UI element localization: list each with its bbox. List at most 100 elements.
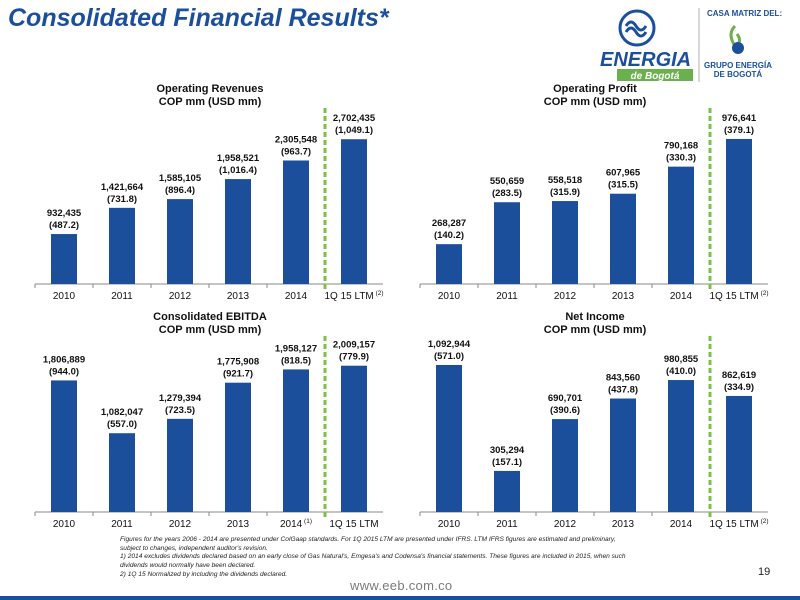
bar-value-label: 1,775,908 <box>217 357 259 368</box>
x-tick-label: 2010 <box>53 519 76 530</box>
footnote-line: subject to changes, independent auditor'… <box>120 544 268 552</box>
x-tick-label: 1Q 15 LTM <box>329 519 378 530</box>
x-tick-label: 2014 (1) <box>280 518 312 530</box>
bar-usd-label: (557.0) <box>107 419 137 430</box>
x-tick-label: 2014 <box>670 519 693 530</box>
x-tick-superscript: (2) <box>374 290 384 297</box>
x-tick-label: 1Q 15 LTM (2) <box>324 290 383 302</box>
page-title: Consolidated Financial Results* <box>8 4 389 32</box>
emblem-ring-icon <box>618 9 656 47</box>
bar-usd-label: (1,049.1) <box>335 125 373 136</box>
bar-usd-label: (487.2) <box>49 220 79 231</box>
bar <box>552 201 578 284</box>
bar-usd-label: (571.0) <box>434 351 464 362</box>
bar-value-label: 932,435 <box>47 208 82 219</box>
bar-usd-label: (379.1) <box>724 125 754 136</box>
footnote-line: 1) 2014 excludes dividends declared base… <box>120 553 626 561</box>
bar-value-label: 1,958,521 <box>217 153 260 164</box>
emblem-wave-icon <box>624 20 648 32</box>
bar <box>494 202 520 284</box>
x-tick-label: 1Q 15 LTM (2) <box>709 518 768 530</box>
bar-value-label: 607,965 <box>606 168 641 179</box>
chart-title: Operating Revenues <box>157 83 264 95</box>
parent-name-line1: GRUPO ENERGÍA <box>704 61 772 70</box>
x-tick-label: 2010 <box>438 519 461 530</box>
bar-usd-label: (731.8) <box>107 194 137 205</box>
x-tick-superscript: (2) <box>759 518 769 525</box>
bar-value-label: 2,009,157 <box>333 340 375 351</box>
bar-usd-label: (157.1) <box>492 457 522 468</box>
bar-usd-label: (921.7) <box>223 369 253 380</box>
bar <box>494 470 520 512</box>
bar-value-label: 980,855 <box>664 354 699 365</box>
bar <box>109 207 135 284</box>
bar <box>610 398 636 512</box>
bar <box>167 199 193 284</box>
parent-name-line2: DE BOGOTÁ <box>714 70 763 79</box>
x-tick-superscript: (1) <box>302 518 312 525</box>
bar-usd-label: (315.5) <box>608 180 638 191</box>
bottom-rule <box>0 596 800 600</box>
bar-value-label: 550,659 <box>490 176 524 187</box>
bar-value-label: 558,518 <box>548 175 582 186</box>
bar-value-label: 862,619 <box>722 370 756 381</box>
chart-subtitle: COP mm (USD mm) <box>544 324 647 336</box>
footnotes: Figures for the years 2006 - 2014 are pr… <box>120 536 730 580</box>
x-tick-superscript: (2) <box>759 290 769 297</box>
bar-usd-label: (1,016.4) <box>219 165 257 176</box>
parent-label-text: CASA MATRIZ DEL: <box>707 9 782 18</box>
bar-usd-label: (896.4) <box>165 185 195 196</box>
x-tick-label: 2011 <box>496 291 518 302</box>
bar <box>726 138 752 284</box>
bar-value-label: 1,585,105 <box>159 173 202 184</box>
bar <box>668 380 694 512</box>
parent-dot-icon <box>732 42 744 54</box>
chart-consolidated-ebitda: Consolidated EBITDA COP mm (USD mm) 1,806,… <box>30 308 410 536</box>
bar-value-label: 1,421,664 <box>101 182 144 193</box>
x-tick-label: 2012 <box>554 291 577 302</box>
footnote-line: Figures for the years 2006 - 2014 are pr… <box>120 536 616 543</box>
bar-usd-label: (723.5) <box>165 405 195 416</box>
chart-title: Operating Profit <box>553 83 637 95</box>
bar-usd-label: (330.3) <box>666 153 696 164</box>
bar <box>436 364 462 512</box>
bar <box>436 244 462 284</box>
bar-usd-label: (283.5) <box>492 188 522 199</box>
bar-usd-label: (315.9) <box>550 187 580 198</box>
bar <box>167 418 193 512</box>
footnote-line: dividends would normally have been decla… <box>120 562 256 570</box>
x-tick-label: 2013 <box>227 519 250 530</box>
bar-value-label: 305,294 <box>490 445 525 456</box>
bar <box>552 419 578 512</box>
chart-subtitle: COP mm (USD mm) <box>159 324 262 336</box>
website-text: www.eeb.com.co <box>350 578 453 593</box>
bar-value-label: 268,287 <box>432 218 466 229</box>
bar <box>341 139 367 284</box>
bar <box>726 395 752 512</box>
brand-sub-band <box>617 69 693 81</box>
page-number: 19 <box>758 566 771 578</box>
bar-value-label: 2,702,435 <box>333 113 376 124</box>
x-tick-label: 2011 <box>111 519 133 530</box>
bar-usd-label: (944.0) <box>49 366 79 377</box>
bar <box>283 369 309 512</box>
x-tick-label: 2014 <box>285 291 308 302</box>
bar-usd-label: (334.9) <box>724 382 754 393</box>
bar-value-label: 1,082,047 <box>101 407 143 418</box>
bar <box>225 382 251 512</box>
x-tick-label: 2011 <box>496 519 518 530</box>
bar-value-label: 690,701 <box>548 393 583 404</box>
bar-usd-label: (963.7) <box>281 146 311 157</box>
bar <box>668 166 694 284</box>
energia-logo-graphic: ENERGIA de Bogotá CASA MATRIZ DEL: GRUPO… <box>600 8 782 82</box>
x-tick-label: 2011 <box>111 291 133 302</box>
bar-value-label: 976,641 <box>722 113 757 124</box>
chart-subtitle: COP mm (USD mm) <box>159 96 262 108</box>
x-tick-label: 2010 <box>438 291 461 302</box>
bar-usd-label: (140.2) <box>434 230 464 241</box>
bar-usd-label: (437.8) <box>608 385 638 396</box>
bar-value-label: 843,560 <box>606 373 640 384</box>
